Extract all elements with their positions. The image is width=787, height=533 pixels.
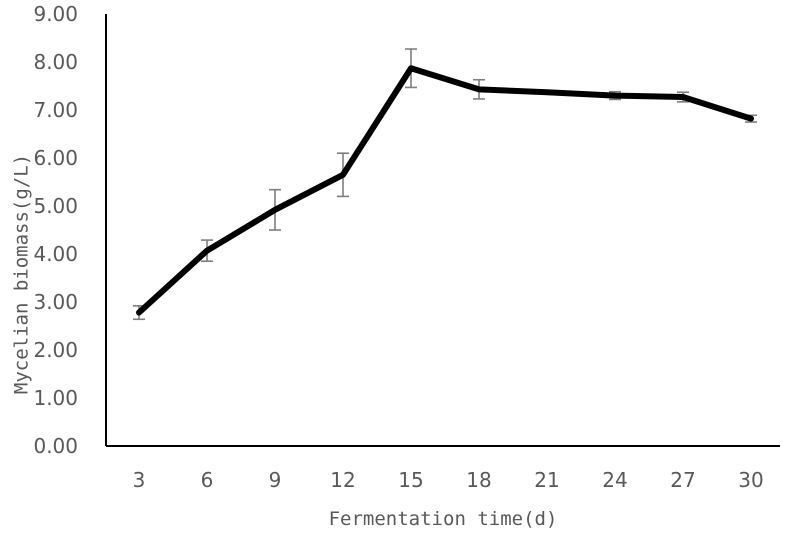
data-point [748,116,754,122]
x-axis-title: Fermentation time(d) [329,508,558,530]
data-point [272,207,278,213]
y-tick-label: 1.00 [33,386,78,410]
x-tick-label: 3 [133,468,146,492]
y-tick-label: 7.00 [33,98,78,122]
y-tick-label: 2.00 [33,338,78,362]
y-tick-label: 5.00 [33,194,78,218]
y-tick-label: 4.00 [33,242,78,266]
x-tick-label: 9 [269,468,282,492]
x-tick-label: 21 [534,468,559,492]
y-tick-label: 9.00 [33,2,78,26]
x-tick-label: 30 [738,468,763,492]
data-point [612,93,618,99]
x-tick-label: 6 [201,468,214,492]
error-bars [133,48,757,321]
data-point [544,89,550,95]
y-axis-ticks: 0.00 1.00 2.00 3.00 4.00 5.00 6.00 7.00 8.00 9.00 [33,2,78,458]
y-tick-label: 8.00 [33,50,78,74]
data-point [136,310,142,316]
x-tick-label: 15 [398,468,423,492]
x-axis-ticks: 3 6 9 12 15 18 21 24 27 30 [133,468,764,492]
y-tick-label: 0.00 [33,434,78,458]
data-point [204,248,210,254]
y-axis-title: Mycelian biomass(g/L) [11,154,33,394]
data-point [680,94,686,100]
x-tick-label: 27 [670,468,695,492]
data-point [476,86,482,92]
x-tick-label: 12 [330,468,355,492]
data-points [136,65,754,316]
data-point [408,65,414,71]
x-tick-label: 24 [602,468,627,492]
data-point [340,172,346,178]
series-line [136,65,754,316]
x-tick-label: 18 [466,468,491,492]
y-tick-label: 6.00 [33,146,78,170]
y-tick-label: 3.00 [33,290,78,314]
